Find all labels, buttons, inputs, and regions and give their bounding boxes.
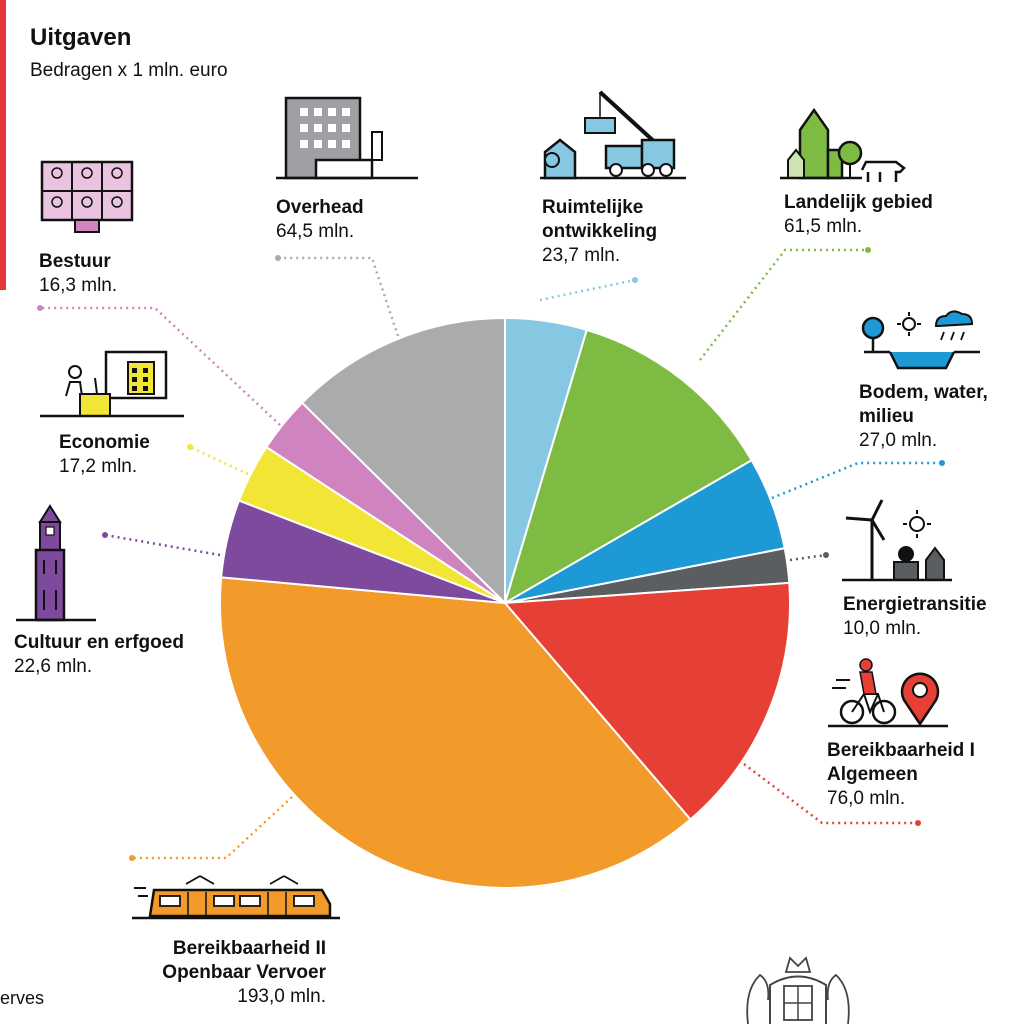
- pie-slice-1: [503, 328, 754, 606]
- leader-line-6: [104, 533, 221, 557]
- chart-subtitle: Bedragen x 1 mln. euro: [30, 60, 228, 81]
- pie-slice-4: [502, 581, 791, 821]
- leader-line-9: [278, 256, 400, 337]
- slice-label-name: Landelijk gebied: [784, 192, 933, 213]
- slice-label-name: Energietransitie: [843, 594, 987, 615]
- slice-label-value: 61,5 mln.: [784, 216, 863, 237]
- leader-line-7: [189, 445, 249, 476]
- leader-dot-2: [939, 460, 945, 466]
- slice-label-name: Bereikbaarheid I: [827, 740, 975, 761]
- leader-dot-1: [865, 247, 871, 253]
- footnote: erves: [0, 988, 45, 1008]
- label-bereikbaarheid-algemeen: Bereikbaarheid I Algemeen 76,0 mln.: [827, 739, 975, 811]
- pie-chart: [219, 316, 791, 889]
- water-weather-icon: [861, 310, 980, 370]
- leader-dot-4: [915, 820, 921, 826]
- slice-label-name: Ruimtelijke: [542, 197, 644, 218]
- slice-label-value: 76,0 mln.: [827, 788, 906, 809]
- tram-icon: [132, 875, 340, 920]
- video-call-icon: [40, 160, 134, 233]
- slice-label-value: 193,0 mln.: [237, 986, 326, 1007]
- label-bestuur: Bestuur 16,3 mln.: [39, 250, 117, 298]
- leader-dot-3: [823, 552, 829, 558]
- slice-label-name-2: Algemeen: [827, 764, 918, 785]
- slice-label-name-2: Openbaar Vervoer: [162, 962, 326, 983]
- slice-label-value: 10,0 mln.: [843, 618, 922, 639]
- label-bodem-water-milieu: Bodem, water, milieu 27,0 mln.: [859, 381, 988, 453]
- slice-label-name-2: milieu: [859, 406, 914, 427]
- leader-dot-6: [102, 532, 108, 538]
- tower-icon: [16, 504, 96, 622]
- label-ruimtelijke-ontwikkeling: Ruimtelijke ontwikkeling 23,7 mln.: [542, 196, 657, 268]
- leader-line-2: [771, 461, 942, 500]
- leader-dot-0: [632, 277, 638, 283]
- pie-slice-9: [300, 316, 506, 606]
- slice-label-value: 27,0 mln.: [859, 430, 938, 451]
- slice-label-value: 16,3 mln.: [39, 275, 118, 296]
- label-cultuur-en-erfgoed: Cultuur en erfgoed 22,6 mln.: [14, 631, 184, 679]
- slice-label-name: Overhead: [276, 197, 364, 218]
- office-worker-icon: [40, 350, 184, 418]
- leader-lines: [37, 247, 945, 861]
- accent-bar: [0, 0, 6, 290]
- leader-line-8: [40, 306, 281, 426]
- windmill-sun-icon: [842, 499, 952, 582]
- slice-label-value: 64,5 mln.: [276, 221, 355, 242]
- crane-icon: [540, 90, 686, 180]
- chart-title: Uitgaven: [30, 24, 132, 51]
- leader-line-4: [743, 763, 918, 825]
- slice-label-name: Bestuur: [39, 251, 111, 272]
- office-building-icon: [276, 96, 418, 180]
- bicycle-pin-icon: [828, 658, 948, 728]
- label-bereikbaarheid-ov: Bereikbaarheid II Openbaar Vervoer 193,0…: [100, 937, 326, 1009]
- slice-label-name: Economie: [59, 432, 150, 453]
- slice-label-name: Bereikbaarheid II: [172, 938, 326, 959]
- leader-dot-9: [275, 255, 281, 261]
- slice-label-value: 22,6 mln.: [14, 656, 93, 677]
- city-coat-of-arms-icon: [746, 956, 850, 1024]
- leader-line-0: [539, 278, 636, 302]
- church-cow-icon: [780, 107, 906, 182]
- slice-label-name-2: ontwikkeling: [542, 221, 658, 242]
- leader-dot-5: [129, 855, 135, 861]
- pie-slice-5: [219, 576, 692, 889]
- slice-label-value: 17,2 mln.: [59, 456, 138, 477]
- label-landelijk-gebied: Landelijk gebied 61,5 mln.: [784, 191, 933, 239]
- slice-label-value: 23,7 mln.: [542, 245, 621, 266]
- leader-dot-8: [37, 305, 43, 311]
- label-energietransitie: Energietransitie 10,0 mln.: [843, 593, 987, 641]
- leader-line-3: [789, 553, 827, 562]
- slice-label-name: Bodem, water,: [859, 382, 988, 403]
- leader-dot-7: [187, 444, 193, 450]
- leader-line-1: [699, 248, 868, 361]
- label-overhead: Overhead 64,5 mln.: [276, 196, 364, 244]
- label-economie: Economie 17,2 mln.: [59, 431, 150, 479]
- slice-label-name: Cultuur en erfgoed: [14, 632, 184, 653]
- leader-line-5: [132, 796, 293, 860]
